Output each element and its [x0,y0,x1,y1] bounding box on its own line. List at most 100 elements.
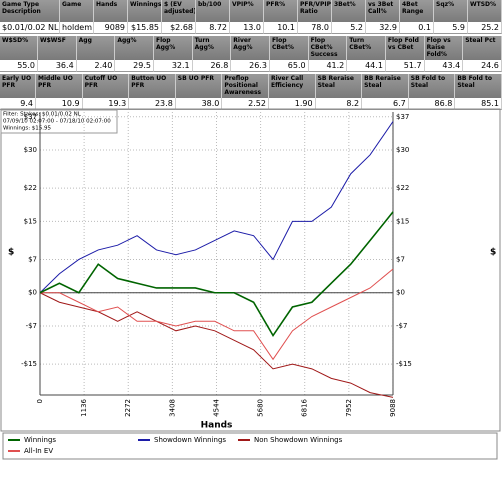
stat-value: 32.1 [153,60,193,72]
column-header: W$SD% [0,36,38,60]
stat-value: $15.85 [128,22,162,34]
stat-value: 51.7 [385,60,425,72]
stat-value: 78.0 [298,22,332,34]
column-header: 4Bet Range [400,0,434,22]
column-header: Middle UO PFR [36,74,83,98]
column-header: W$WSF [38,36,77,60]
x-tick-label: 9088 [389,399,397,417]
column-header: Agg [76,36,116,60]
filter-text: Filter: Stakes: $0.01/0.02 NL [3,112,82,118]
legend-label: Showdown Winnings [154,436,226,444]
column-header: SB UO PFR [175,74,223,98]
column-header: Sqz% [434,0,468,22]
column-header: Agg% [115,36,154,60]
column-header: Flop Agg% [153,36,193,60]
stat-value: 2.40 [76,60,116,72]
series-line [40,268,394,361]
series-line [39,121,394,294]
legend-label: Non Showdown Winnings [254,436,343,444]
column-header: Button UO PFR [129,74,176,98]
stat-value: 43.4 [424,60,464,72]
column-header: Turn Agg% [192,36,232,60]
y2-tick-label: -$15 [396,360,412,368]
column-header: BB Reraise Steal [362,74,409,98]
y2-axis-label: $ [490,248,496,258]
stat-value: 29.5 [115,60,154,72]
column-header: PFR% [264,0,298,22]
y-tick-label: $22 [24,184,37,192]
stat-value: 24.6 [463,60,502,72]
stat-value: $0.01/0.02 NL [0,22,60,34]
value-row: 55.0 36.4 2.40 29.5 32.1 26.8 26.3 65.0 41.2 44.1… [0,60,502,72]
column-header: Steal Pct [463,36,502,60]
stat-value: 55.0 [0,60,38,72]
column-header: Flop vs Raise Fold% [424,36,464,60]
column-header: Flop CBet% Success [308,36,348,60]
y2-tick-label: -$7 [396,322,407,330]
y-tick-label: -$7 [26,322,37,330]
stat-value: 41.2 [308,60,348,72]
series-line [39,292,394,398]
y-tick-label: $7 [28,255,37,263]
x-axis-label: Hands [201,421,233,431]
column-header: 3Bet% [332,0,366,22]
x-tick-label: 1136 [80,398,88,416]
x-tick-label: 2272 [124,399,132,417]
stat-value: 13.0 [230,22,264,34]
column-header: River Agg% [231,36,270,60]
filter-text: Winnings: $15.95 [3,126,52,132]
stat-value: 8.72 [196,22,230,34]
column-header: River Call Efficiency [268,74,316,98]
column-header: Flop Fold vs CBet [385,36,425,60]
header-row: Early UO PFR Middle UO PFR Cutoff UO PFR Bu… [0,74,502,98]
stat-value: 44.1 [347,60,386,72]
column-header: Hands [94,0,128,22]
legend-box [2,432,498,460]
y2-tick-label: $22 [396,184,409,192]
y-tick-label: $30 [24,146,37,154]
x-tick-label: 0 [36,399,44,403]
y2-tick-label: $7 [396,255,405,263]
column-header: Game [60,0,94,22]
x-tick-label: 7952 [345,399,353,417]
y2-tick-label: $0 [396,289,405,297]
stat-value: 10.1 [264,22,298,34]
column-header: Game Type Description [0,0,60,22]
stat-value: 26.8 [192,60,232,72]
column-header: Early UO PFR [0,74,36,98]
header-row: W$SD% W$WSF Agg Agg% Flop Agg% Turn Agg% River… [0,36,502,60]
column-header: Turn CBet% [347,36,386,60]
stat-value: 0.1 [400,22,434,34]
column-header: VPIP% [230,0,264,22]
stat-value: 5.2 [332,22,366,34]
series-line [39,211,394,338]
value-row: $0.01/0.02 NL holdem 9089 $15.85 $2.68 8.72 13… [0,22,502,34]
column-header: Preflop Positional Awareness [222,74,269,98]
x-tick-label: 3408 [168,399,176,417]
column-header: bb/100 [196,0,230,22]
x-tick-label: 5680 [257,399,265,417]
legend-label: All-In EV [24,447,53,455]
stat-value: 65.0 [269,60,309,72]
y2-tick-label: $30 [396,146,409,154]
y2-tick-label: $37 [396,113,409,121]
stat-value: holdem [60,22,94,34]
y-tick-label: $37 [24,113,37,121]
column-header: SB Fold to Steal [408,74,456,98]
column-header: SB Reraise Steal [315,74,363,98]
column-header: $ (EV adjusted) [162,0,196,22]
y2-tick-label: $15 [396,217,409,225]
header-row: Game Type Description Game Hands Winnings $ … [0,0,502,22]
stat-value: 9089 [94,22,128,34]
stat-value: 32.9 [366,22,400,34]
column-header: Winnings [128,0,162,22]
column-header: Flop CBet% [269,36,309,60]
filter-text: 07/09/10 02:07:00 - 07/18/10 02:07:00 [3,119,111,125]
chart-frame [0,108,501,432]
column-header: Cutoff UO PFR [82,74,130,98]
column-header: vs 3Bet Call% [366,0,400,22]
column-header: PFR/VPIP Ratio [298,0,332,22]
column-header: BB Fold to Steal [455,74,502,98]
stat-value: 5.9 [434,22,468,34]
